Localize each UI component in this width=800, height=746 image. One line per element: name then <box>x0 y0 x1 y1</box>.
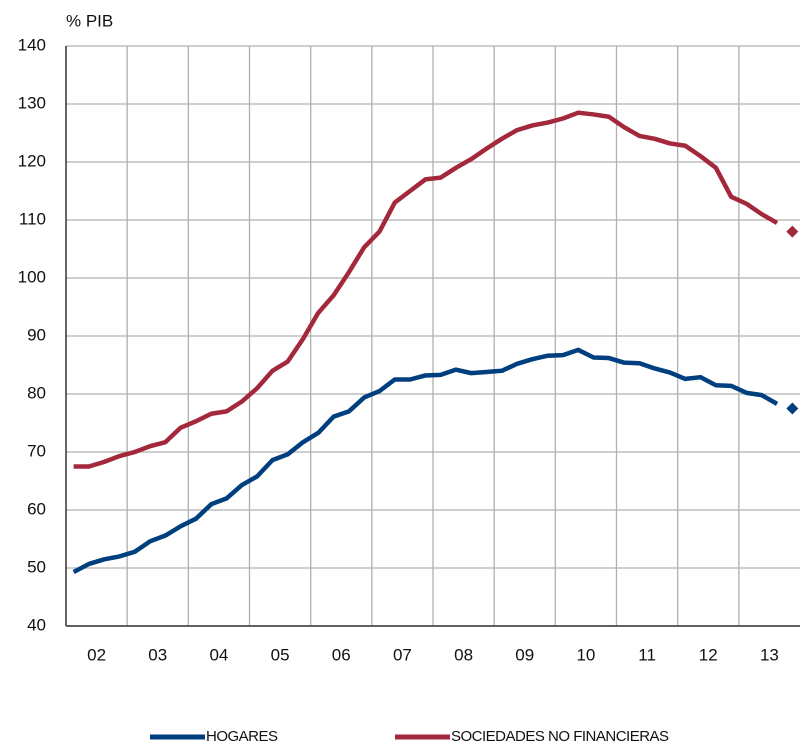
y-tick-label: 70 <box>27 441 46 460</box>
y-tick-label: 40 <box>27 615 46 634</box>
x-tick-label: 10 <box>576 645 595 664</box>
x-tick-label: 09 <box>515 645 534 664</box>
x-tick-label: 11 <box>638 645 656 664</box>
y-tick-label: 80 <box>27 383 46 402</box>
y-tick-label: 120 <box>18 151 46 170</box>
x-tick-label: 05 <box>271 645 290 664</box>
legend-label: HOGARES <box>206 728 278 745</box>
series-line <box>72 347 779 575</box>
x-tick-label: 07 <box>393 645 412 664</box>
legend-label: SOCIEDADES NO FINANCIERAS <box>451 728 669 745</box>
x-tick-label: 03 <box>148 645 167 664</box>
last-point-marker <box>786 225 799 238</box>
x-tick-label: 12 <box>699 645 718 664</box>
y-tick-label: 130 <box>18 93 46 112</box>
x-tick-label: 06 <box>332 645 351 664</box>
y-axis-label: % PIB <box>66 11 113 30</box>
y-tick-label: 140 <box>18 35 46 54</box>
x-tick-label: 04 <box>209 645 228 664</box>
series-line <box>73 110 779 469</box>
x-tick-label: 08 <box>454 645 473 664</box>
x-tick-label: 02 <box>87 645 106 664</box>
y-tick-label: 50 <box>27 557 46 576</box>
x-tick-label: 13 <box>760 645 779 664</box>
y-tick-label: 60 <box>27 499 46 518</box>
y-tick-label: 90 <box>27 325 46 344</box>
y-tick-label: 100 <box>18 267 46 286</box>
last-point-marker <box>786 402 799 415</box>
y-tick-label: 110 <box>19 209 46 228</box>
